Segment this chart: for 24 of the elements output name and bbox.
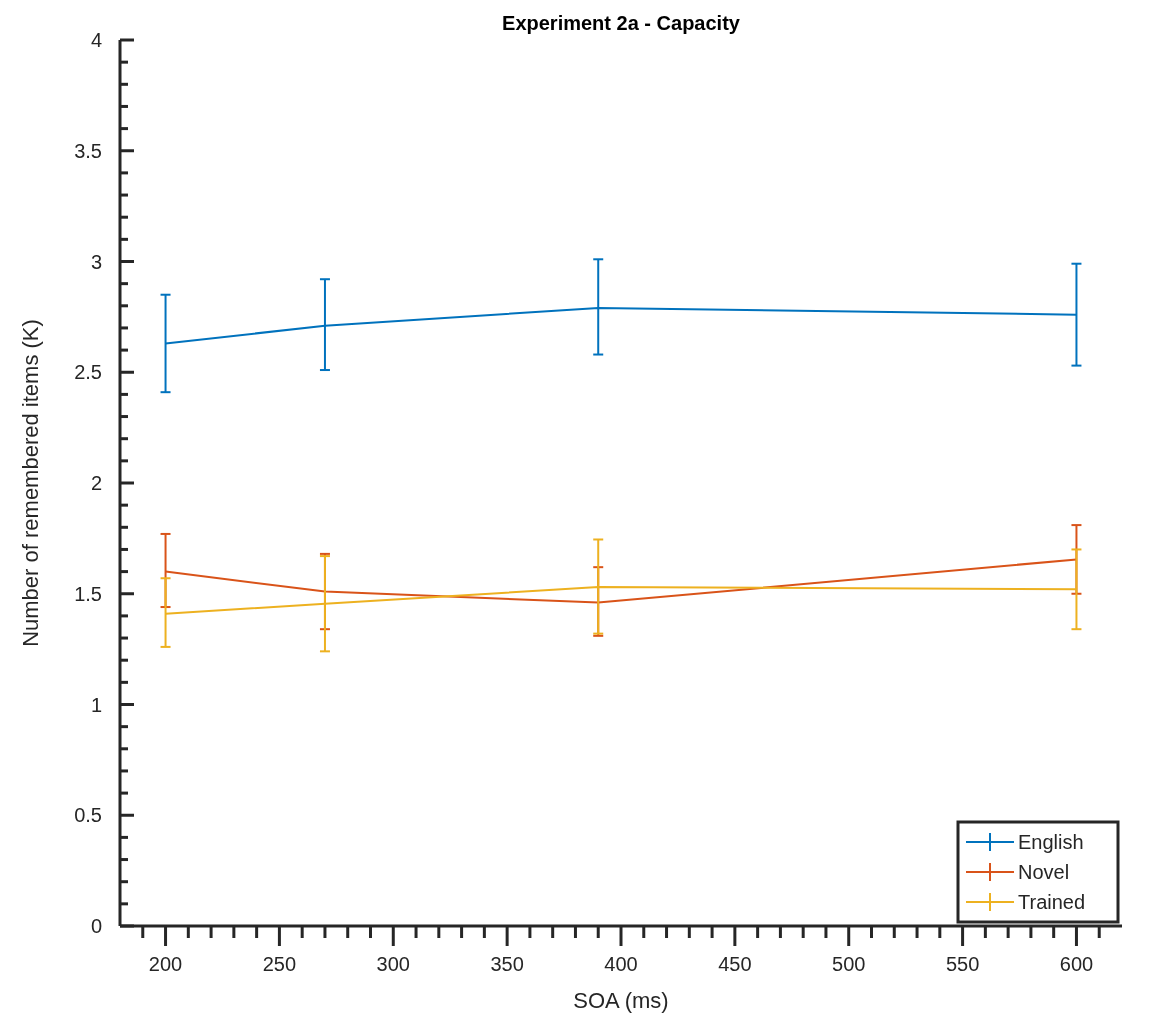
x-axis-title: SOA (ms) [573, 988, 669, 1013]
x-tick-label: 550 [945, 953, 980, 975]
x-tick-label: 600 [1059, 953, 1094, 975]
x-tick-label: 500 [832, 953, 866, 975]
y-tick-label: 3.5 [74, 139, 102, 162]
y-tick-label: 2 [90, 472, 102, 494]
y-axis-title: Number of remembered items (K) [18, 319, 43, 647]
x-tick-label: 450 [718, 953, 752, 975]
x-tick-label: 250 [262, 953, 297, 975]
legend-label: Trained [1018, 891, 1086, 913]
x-tick-label: 200 [148, 953, 183, 975]
y-tick-label: 1 [90, 693, 102, 716]
legend-label: English [1018, 831, 1084, 853]
y-tick-label: 2.5 [74, 361, 102, 384]
y-tick-label: 1.5 [74, 582, 102, 605]
x-tick-label: 400 [604, 953, 638, 975]
legend-label: Novel [1018, 861, 1070, 883]
y-tick-label: 0.5 [74, 804, 102, 827]
chart-title: Experiment 2a - Capacity [502, 12, 741, 34]
x-tick-label: 350 [490, 953, 524, 975]
y-tick-label: 4 [90, 29, 102, 51]
x-tick-label: 300 [376, 953, 410, 975]
y-tick-label: 3 [90, 250, 102, 273]
y-tick-label: 0 [90, 915, 102, 937]
